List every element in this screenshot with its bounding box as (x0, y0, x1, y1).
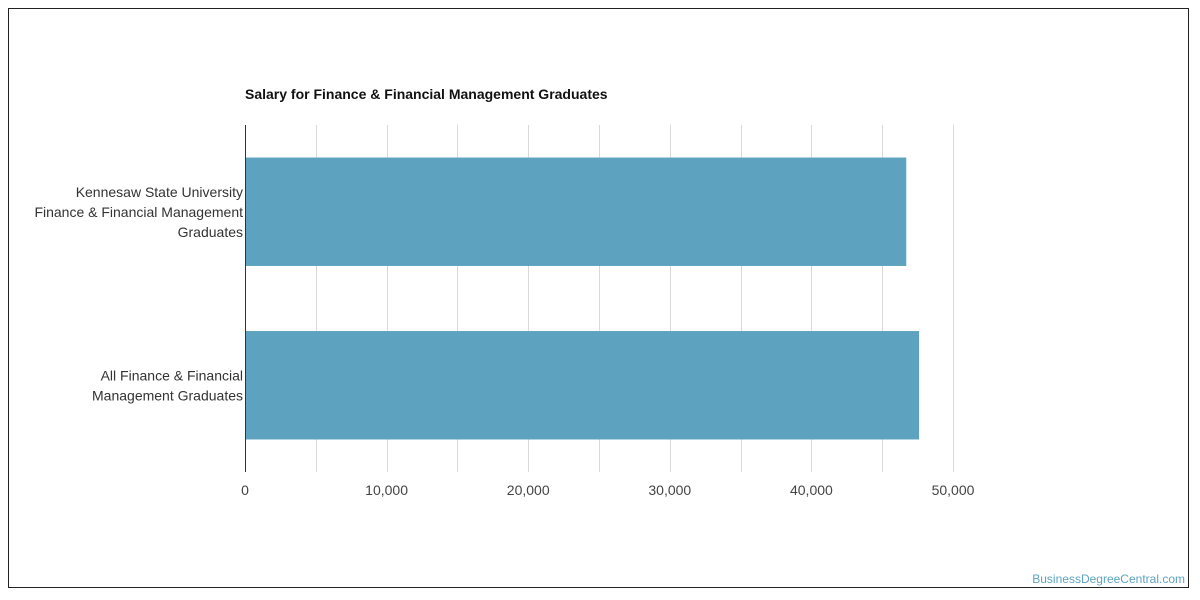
x-tick-label: 50,000 (932, 482, 975, 498)
category-label-line: All Finance & Financial (101, 367, 243, 383)
category-label-line: Graduates (178, 224, 243, 240)
category-label-line: Management Graduates (92, 387, 243, 403)
x-tick-label: 40,000 (790, 482, 833, 498)
category-labels: Kennesaw State University Finance & Finan… (34, 184, 243, 404)
bars (245, 157, 920, 440)
category-label-line: Kennesaw State University (76, 184, 243, 200)
x-axis-ticks: 0 10,000 20,000 30,000 40,000 50,000 (241, 482, 975, 498)
x-tick-label: 20,000 (507, 482, 550, 498)
bar[interactable] (245, 331, 920, 440)
x-tick-label: 0 (241, 482, 249, 498)
chart-title: Salary for Finance & Financial Managemen… (245, 86, 608, 102)
category-label: All Finance & Financial Management Gradua… (92, 367, 243, 403)
bar[interactable] (245, 157, 907, 266)
category-label-line: Finance & Financial Management (34, 204, 243, 220)
chart-frame (8, 8, 1189, 588)
x-tick-label: 30,000 (648, 482, 691, 498)
x-tick-label: 10,000 (365, 482, 408, 498)
category-label: Kennesaw State University Finance & Finan… (34, 184, 243, 240)
watermark[interactable]: BusinessDegreeCentral.com (1032, 572, 1185, 586)
